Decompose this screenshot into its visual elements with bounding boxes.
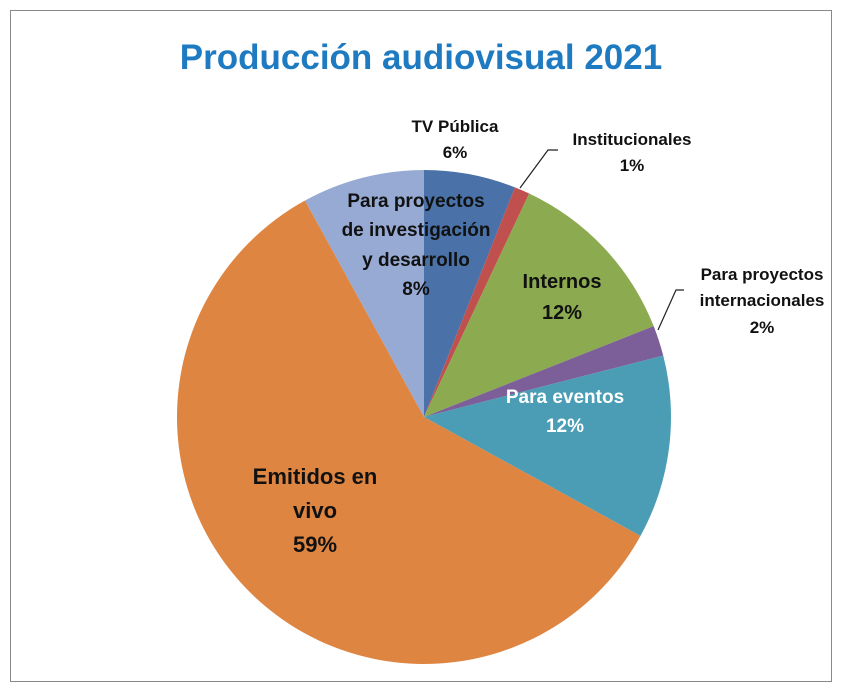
slice-label: Institucionales 1%: [547, 127, 717, 180]
category-label: Internos: [522, 271, 602, 293]
category-label: Para eventos: [505, 387, 625, 408]
leader-line: [657, 289, 684, 331]
slice-label: Para eventos 12%: [485, 383, 645, 442]
pie-slice: [424, 193, 654, 417]
category-label: TV Pública: [411, 117, 499, 136]
slice-label: Emitidos en vivo 59%: [240, 460, 390, 562]
percent-label: 12%: [541, 302, 583, 324]
pie-slice: [305, 170, 424, 417]
pie-slice: [424, 326, 664, 417]
pie-slice: [424, 187, 530, 417]
category-label: Para proyectos internacionales: [699, 265, 825, 311]
percent-label: 8%: [402, 279, 430, 301]
pie-slice: [424, 355, 671, 536]
slice-label: Internos 12%: [502, 267, 622, 329]
category-label: Para proyectos de investigación y desarr…: [341, 191, 491, 271]
slice-label: TV Pública 6%: [395, 114, 515, 167]
percent-label: 1%: [619, 156, 645, 176]
chart-title: Producción audiovisual 2021: [179, 38, 663, 77]
category-label: Emitidos en vivo: [252, 464, 378, 524]
slice-label: Para proyectos internacionales 2%: [677, 262, 842, 341]
slice-label: Para proyectos de investigación y desarr…: [336, 187, 496, 305]
leader-line: [519, 149, 558, 189]
pie-slice: [424, 170, 515, 417]
percent-label: 2%: [749, 317, 775, 337]
pie-slice: [177, 200, 641, 664]
percent-label: 6%: [442, 143, 468, 163]
percent-label: 59%: [292, 532, 338, 558]
percent-label: 12%: [545, 416, 585, 438]
category-label: Institucionales: [572, 130, 692, 149]
